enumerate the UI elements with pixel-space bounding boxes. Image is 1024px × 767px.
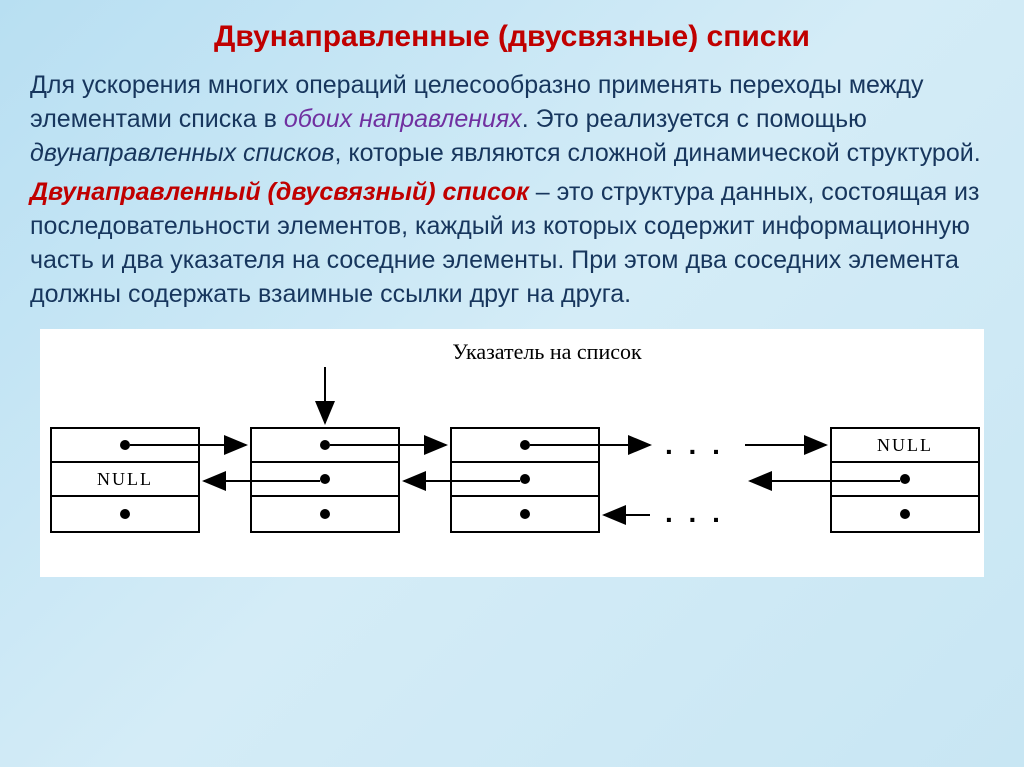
p1-purple: обоих направлениях [284,105,522,133]
ellipsis-bottom: . . . [665,497,724,529]
diagram-label: Указатель на список [120,339,974,365]
pointer-dot [900,509,910,519]
pointer-dot [520,440,530,450]
slide: Двунаправленные (двусвязные) списки Для … [0,0,1024,597]
paragraph-1: Для ускорения многих операций целесообра… [30,69,994,170]
paragraph-2: Двунаправленный (двусвязный) список – эт… [30,176,994,311]
node-cell-next [452,429,598,463]
node-cell-data [832,497,978,531]
list-node: NULL [50,427,200,533]
linked-list-diagram: NULL NULL . . . . . . [50,367,974,557]
node-cell-next [252,429,398,463]
list-node: NULL [830,427,980,533]
p2-bold: Двунаправленный (двусвязный) список [30,178,529,206]
ellipsis-top: . . . [665,429,724,461]
pointer-dot [520,474,530,484]
pointer-dot [520,509,530,519]
pointer-dot [120,440,130,450]
node-cell-data [252,497,398,531]
pointer-dot [320,440,330,450]
pointer-dot [900,474,910,484]
node-cell-prev [832,463,978,497]
list-node [450,427,600,533]
node-cell-prev-null: NULL [52,463,198,497]
p1-italic: двунаправленных списков [30,139,334,167]
pointer-dot [320,474,330,484]
node-cell-data [52,497,198,531]
pointer-dot [320,509,330,519]
node-cell-next [52,429,198,463]
p1-mid: . Это реализуется с помощью [522,105,867,133]
node-cell-prev [452,463,598,497]
p1-post: , которые являются сложной динамической … [334,139,980,167]
slide-title: Двунаправленные (двусвязные) списки [30,20,994,54]
node-cell-data [452,497,598,531]
node-cell-next-null: NULL [832,429,978,463]
diagram-container: Указатель на список NULL N [40,329,984,577]
list-node [250,427,400,533]
node-cell-prev [252,463,398,497]
pointer-dot [120,509,130,519]
